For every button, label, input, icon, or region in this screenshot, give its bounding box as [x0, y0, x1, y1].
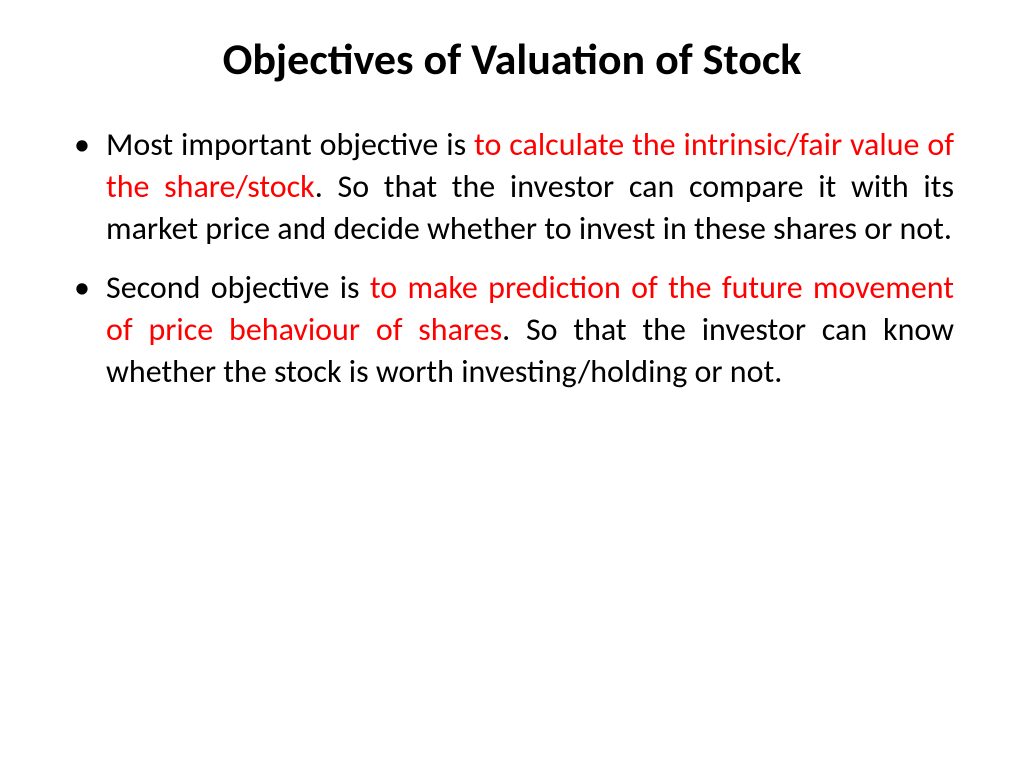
slide: Objectives of Valuation of Stock Most im… [0, 0, 1024, 768]
bullet-pre-text: Most important objective is [106, 125, 474, 164]
list-item: Second objective is to make prediction o… [70, 267, 954, 394]
list-item: Most important objective is to calculate… [70, 124, 954, 251]
bullet-list: Most important objective is to calculate… [70, 124, 954, 393]
bullet-pre-text: Second objective is [106, 268, 370, 307]
slide-title: Objectives of Valuation of Stock [70, 32, 954, 86]
